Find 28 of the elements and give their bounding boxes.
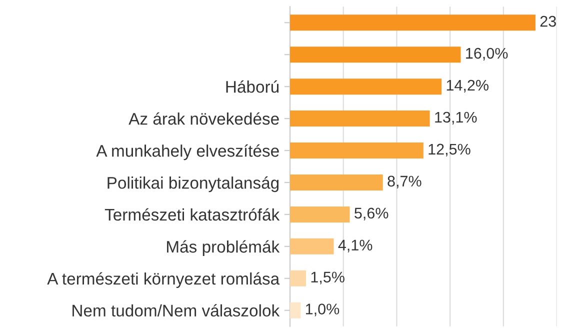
y-tick-label: Nem tudom/Nem válaszolok [72, 304, 280, 317]
data-label: 14,2% [446, 80, 488, 92]
data-label: 16,0% [466, 48, 508, 61]
bar [290, 238, 334, 254]
y-tick-label: A természeti környezet romlása [47, 272, 280, 288]
bar [290, 14, 536, 31]
y-tick-label: Háború [226, 80, 279, 93]
y-tick-label: Politikai bizonytalanság [108, 176, 279, 192]
bar [290, 270, 306, 286]
data-label: 1,5% [311, 272, 344, 284]
y-tick-label: Természeti katasztrófák [104, 208, 280, 221]
bar [290, 142, 424, 159]
bar [290, 46, 461, 63]
bar [290, 206, 350, 222]
data-label: 23 [540, 16, 556, 27]
data-label: 4,1% [338, 240, 372, 252]
data-label: 12,5% [428, 144, 470, 156]
y-tick-label: Az árak növekedése [128, 112, 279, 125]
bar [290, 78, 442, 95]
data-label: 8,7% [388, 176, 422, 188]
data-label: 13,1% [435, 112, 477, 124]
data-label: 5,6% [354, 208, 388, 220]
bar [290, 302, 301, 318]
bar [290, 110, 430, 127]
y-tick-label: Más problémák [167, 240, 280, 256]
y-tick-label: A munkahely elveszítése [96, 144, 279, 160]
data-label: 1,0% [306, 304, 340, 316]
bar [290, 174, 383, 190]
